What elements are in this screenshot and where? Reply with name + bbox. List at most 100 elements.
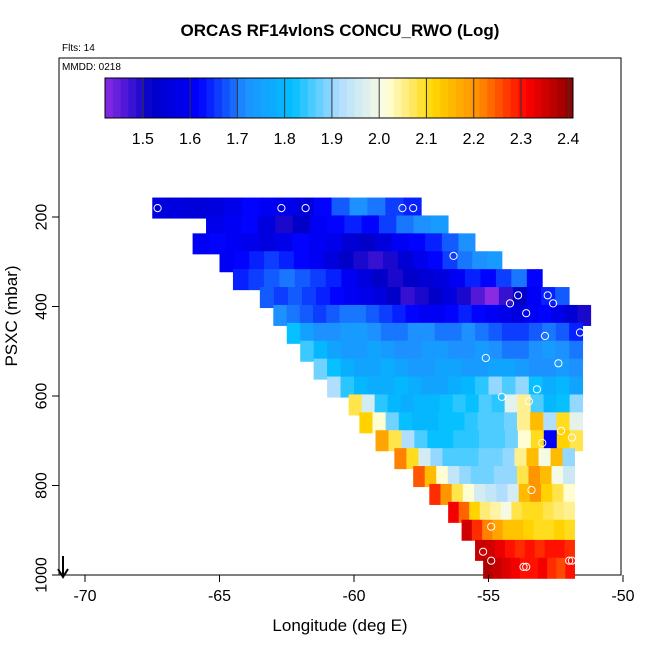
heatmap-cell bbox=[569, 394, 584, 416]
heatmap-cell bbox=[407, 340, 422, 362]
heatmap-cell bbox=[495, 269, 512, 291]
flight-marker bbox=[554, 359, 563, 368]
heatmap-cell bbox=[466, 448, 479, 470]
colorbar-cell bbox=[276, 78, 285, 118]
heatmap-cell bbox=[209, 233, 227, 255]
heatmap-cell bbox=[475, 539, 486, 561]
colorbar-cell bbox=[471, 78, 480, 118]
heatmap-cell bbox=[569, 340, 584, 362]
flight-marker bbox=[578, 291, 587, 300]
colorbar-cell bbox=[284, 78, 293, 118]
heatmap-cell bbox=[458, 233, 476, 255]
heatmap-cell bbox=[342, 233, 360, 255]
heatmap-cell bbox=[380, 376, 395, 398]
heatmap-cell bbox=[380, 358, 395, 380]
heatmap-cell bbox=[448, 501, 460, 523]
y-tick-label: 800 bbox=[34, 472, 51, 499]
heatmap-cell bbox=[552, 483, 564, 505]
heatmap-cell bbox=[344, 287, 359, 309]
heatmap-cell bbox=[511, 269, 528, 291]
heatmap-cell bbox=[542, 501, 554, 523]
heatmap-cell bbox=[292, 215, 311, 237]
heatmap-cell bbox=[358, 287, 373, 309]
heatmap-cell bbox=[327, 322, 341, 344]
x-tick-label: -50 bbox=[611, 588, 634, 605]
heatmap-cell bbox=[464, 269, 481, 291]
heatmap-cell bbox=[501, 322, 516, 344]
colorbar-cell bbox=[354, 78, 363, 118]
heatmap-cell bbox=[477, 412, 492, 434]
heatmap-cell bbox=[556, 412, 570, 434]
heatmap-cell bbox=[277, 197, 297, 219]
heatmap-cell bbox=[475, 322, 489, 344]
heatmap-cell bbox=[504, 539, 516, 561]
heatmap-cell bbox=[436, 466, 449, 488]
heatmap-cell bbox=[478, 394, 493, 416]
colorbar-cell bbox=[112, 78, 121, 118]
colorbar-cell bbox=[479, 78, 488, 118]
heatmap-cell bbox=[563, 466, 575, 488]
flight-marker bbox=[481, 353, 490, 363]
heatmap-cell bbox=[554, 519, 565, 541]
heatmap-cell bbox=[259, 287, 275, 309]
heatmap-cell bbox=[385, 197, 404, 219]
heatmap-cell bbox=[461, 340, 476, 362]
heatmap-cell bbox=[310, 269, 327, 291]
heatmap-cell bbox=[405, 304, 420, 326]
heatmap-cell bbox=[223, 215, 242, 237]
heatmap-cell bbox=[442, 448, 455, 470]
heatmap-cell bbox=[299, 304, 314, 326]
heatmap-cell bbox=[394, 340, 409, 362]
flight-marker bbox=[479, 547, 488, 556]
heatmap-cell bbox=[340, 340, 355, 362]
heatmap-cell bbox=[511, 304, 525, 326]
heatmap-cell bbox=[242, 233, 260, 255]
heatmap-cell bbox=[375, 430, 389, 452]
heatmap-cell bbox=[313, 358, 328, 380]
heatmap-cell bbox=[569, 376, 584, 398]
heatmap-cell bbox=[491, 394, 506, 416]
heatmap-cell bbox=[434, 322, 449, 344]
heatmap-cell bbox=[507, 483, 520, 505]
colorbar-cell bbox=[120, 78, 129, 118]
heatmap-cell bbox=[407, 376, 422, 398]
heatmap-cell bbox=[480, 269, 497, 291]
heatmap-cell bbox=[461, 376, 476, 398]
heatmap-cell bbox=[555, 287, 570, 309]
heatmap-cell bbox=[338, 251, 354, 273]
colorbar-cell bbox=[541, 78, 550, 118]
heatmap-cell bbox=[501, 340, 516, 362]
heatmap-cell bbox=[341, 269, 358, 291]
heatmap-cell bbox=[543, 519, 555, 541]
heatmap-cell bbox=[300, 322, 315, 344]
colorbar-cell bbox=[183, 78, 192, 118]
heatmap-cell bbox=[432, 304, 446, 326]
heatmap-cell bbox=[447, 466, 460, 488]
heatmap-cell bbox=[339, 304, 354, 326]
flight-marker bbox=[487, 522, 496, 531]
x-tick-label: -65 bbox=[208, 588, 231, 605]
heatmap-cell bbox=[361, 394, 376, 416]
heatmap-cell bbox=[475, 376, 489, 398]
heatmap-cell bbox=[457, 251, 473, 273]
colorbar-tick-labels: 1.5 1.6 1.7 1.8 1.9 2.0 2.1 2.2 2.3 2.4 bbox=[132, 131, 580, 148]
colorbar-cell bbox=[307, 78, 316, 118]
colorbar-cell bbox=[346, 78, 355, 118]
heatmap-cell bbox=[367, 322, 382, 344]
heatmap-cell bbox=[413, 466, 426, 488]
heatmap-cell bbox=[479, 501, 491, 523]
heatmap-cell bbox=[192, 233, 210, 255]
heatmap-cell bbox=[430, 448, 443, 470]
heatmap-cell bbox=[461, 322, 476, 344]
heatmap-cell bbox=[278, 251, 295, 273]
heatmap-cell bbox=[445, 304, 459, 326]
colorbar-gradient bbox=[104, 77, 574, 119]
heatmap-cell bbox=[459, 466, 472, 488]
heatmap-cell bbox=[534, 539, 546, 561]
colorbar-cell bbox=[245, 78, 254, 118]
colorbar-cell bbox=[565, 78, 574, 118]
flight-marker bbox=[567, 433, 577, 442]
heatmap-cell bbox=[515, 358, 530, 380]
heatmap-cell bbox=[308, 251, 324, 273]
colorbar-cell bbox=[417, 78, 426, 118]
